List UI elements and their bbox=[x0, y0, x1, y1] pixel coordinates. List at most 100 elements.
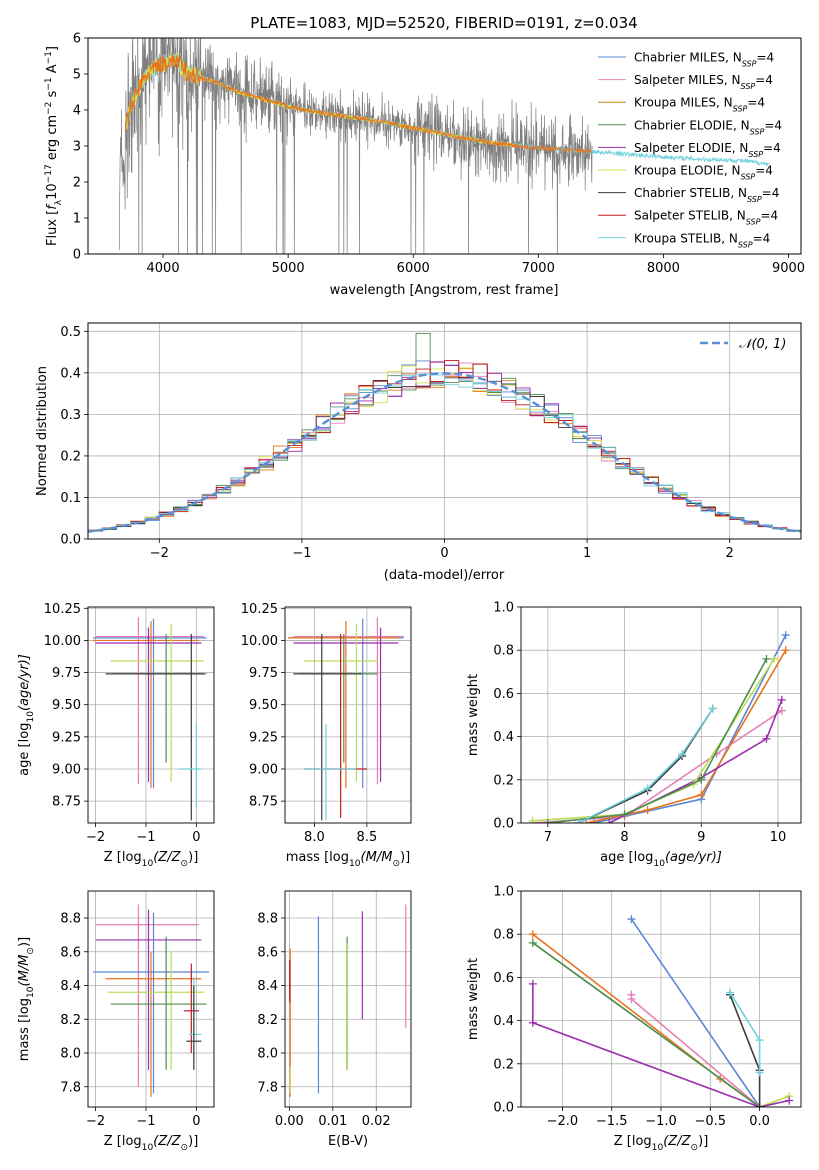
y-tick-label: 7.8 bbox=[60, 1080, 81, 1095]
p-mwZ-xlabel: Z [log10(Z/Z⊙)] bbox=[614, 1134, 709, 1153]
series-marker bbox=[697, 790, 706, 799]
legend-label-suffix: =4 bbox=[760, 209, 778, 223]
y-tick-label: 0.2 bbox=[493, 1057, 514, 1072]
x-tick-label: −2 bbox=[86, 1114, 105, 1129]
p-massZ-xlabel-part: Z [log bbox=[104, 1134, 142, 1149]
y-tick-label: 1 bbox=[73, 212, 81, 227]
legend-label-name: Chabrier ELODIE, N bbox=[634, 118, 750, 132]
legend-label-suffix: =4 bbox=[755, 73, 773, 87]
legend-label-name: Salpeter STELIB, N bbox=[634, 209, 746, 223]
y-tick-label: 10.25 bbox=[44, 602, 81, 617]
y-tick-label: 8.2 bbox=[257, 1013, 278, 1028]
series-line bbox=[608, 699, 783, 823]
legend-label-suffix: =4 bbox=[755, 164, 773, 178]
p-mwZ-xlabel-part: (Z/Z bbox=[663, 1134, 691, 1149]
y-tick-label: 0.5 bbox=[60, 325, 81, 340]
p-ageZ-xlabel: Z [log10(Z/Z⊙)] bbox=[104, 850, 199, 869]
mass-vs-Z-panel: −2 −1 07.88.08.28.48.68.8Z [log10(Z/Z⊙)]ma… bbox=[17, 890, 215, 1153]
p-ageZ-xlabel-part: )] bbox=[188, 850, 198, 865]
y-tick-label: 1.0 bbox=[493, 601, 514, 616]
axes-frame bbox=[520, 606, 802, 824]
legend-label-suffix: =4 bbox=[762, 186, 780, 200]
p-ageM-xlabel-part: mass [log bbox=[286, 850, 349, 865]
axes-frame bbox=[87, 606, 215, 824]
plot-area bbox=[93, 904, 209, 1097]
y-tick-label: 10.25 bbox=[241, 602, 278, 617]
x-tick-label: 0.0 bbox=[749, 1114, 770, 1129]
p-massZ-xlabel-part: 10 bbox=[142, 1143, 154, 1153]
p-mwAge-xlabel-part: 10 bbox=[653, 859, 665, 869]
p-ageZ-ylabel: age [log10(age/yr)] bbox=[17, 654, 36, 776]
p-mwZ-ylabel: mass weight bbox=[466, 958, 481, 1040]
legend-label-sub: SSP bbox=[747, 195, 762, 204]
age-vs-mass-panel: 8.0 8.5 8.75 9.00 9.25 9.50 9.75 10.00 10.25 mass… bbox=[241, 602, 412, 869]
y-tick-label: 8.8 bbox=[257, 912, 278, 927]
p-ageM-xlabel-part: 10 bbox=[349, 859, 361, 869]
y-tick-label: 0.8 bbox=[493, 644, 514, 659]
legend-label: Salpeter STELIB, NSSP=4 bbox=[634, 209, 778, 227]
x-tick-label: −1 bbox=[136, 1114, 155, 1129]
p-massZ-ylabel-part: )] bbox=[17, 937, 32, 947]
y-tick-label: 8.2 bbox=[60, 1013, 81, 1028]
x-tick-label: −1.5 bbox=[596, 1114, 628, 1129]
x-tick-label: 0.00 bbox=[275, 1114, 304, 1129]
y-tick-label: 0.3 bbox=[60, 408, 81, 423]
x-tick-label: −2 bbox=[150, 546, 169, 561]
y-tick-label: 9.00 bbox=[249, 763, 278, 778]
plot-area bbox=[88, 332, 801, 534]
spectrum-xlabel: wavelength [Angstrom, rest frame] bbox=[330, 283, 559, 298]
p-mwAge-xlabel-part: (age/yr)] bbox=[665, 850, 722, 865]
y-tick-label: 10.00 bbox=[44, 634, 81, 649]
p-mwZ-xlabel-part: )] bbox=[698, 1134, 708, 1149]
series-marker bbox=[678, 749, 687, 758]
y-tick-label: 0.0 bbox=[493, 817, 514, 832]
legend-label-name: Kroupa MILES, N bbox=[634, 96, 733, 110]
legend-label-suffix: =4 bbox=[747, 96, 765, 110]
series-marker bbox=[574, 819, 583, 823]
y-tick-label: 0.4 bbox=[493, 730, 514, 745]
legend-label: Salpeter MILES, NSSP=4 bbox=[634, 73, 773, 91]
x-tick-label: −1 bbox=[136, 830, 155, 845]
p-ageZ-ylabel-part: (age/yr)] bbox=[17, 654, 32, 711]
legend-label-sub: SSP bbox=[746, 217, 761, 226]
legend-label: Chabrier STELIB, NSSP=4 bbox=[634, 186, 779, 204]
model-fit-line bbox=[125, 52, 592, 154]
p-massZ-xlabel-part: )] bbox=[188, 1134, 198, 1149]
y-tick-label: 0.6 bbox=[493, 687, 514, 702]
legend-label: Kroupa MILES, NSSP=4 bbox=[634, 96, 765, 114]
axes-frame bbox=[284, 890, 412, 1108]
legend-label-sub: SSP bbox=[738, 240, 753, 249]
series-marker bbox=[726, 988, 735, 997]
plot-area bbox=[528, 915, 794, 1107]
x-tick-label: 9 bbox=[697, 830, 705, 845]
y-tick-label: 0.4 bbox=[60, 366, 81, 381]
x-tick-label: 10 bbox=[770, 830, 787, 845]
series-marker bbox=[543, 819, 552, 823]
legend-label: Chabrier ELODIE, NSSP=4 bbox=[634, 118, 782, 136]
normal-curve bbox=[88, 372, 801, 533]
series-marker bbox=[781, 646, 790, 655]
y-tick-label: 9.50 bbox=[249, 698, 278, 713]
spectrum-ylabel-part: s bbox=[45, 90, 60, 101]
mass-weight-vs-Z-panel: −2.0 −1.5 −1.0 −0.5 0.0 0.0 0.2 0.4 0.6 0.8 1.0 Z [… bbox=[466, 885, 802, 1153]
series-marker bbox=[620, 810, 629, 819]
p-mwAge-xlabel: age [log10(age/yr)] bbox=[600, 850, 722, 869]
series-marker bbox=[755, 1103, 764, 1107]
plot-area bbox=[288, 617, 404, 821]
legend-label: Salpeter ELODIE, NSSP=4 bbox=[634, 141, 781, 159]
y-tick-label: 0 bbox=[73, 248, 81, 263]
p-ageM-xlabel-part: )] bbox=[400, 850, 410, 865]
x-tick-label: 8.0 bbox=[304, 830, 325, 845]
residuals-ylabel: Normed distribution bbox=[35, 366, 50, 496]
p-ageZ-ylabel-part: 10 bbox=[26, 711, 36, 723]
y-tick-label: 0.8 bbox=[493, 928, 514, 943]
p-mwZ-xlabel-part: Z [log bbox=[614, 1134, 652, 1149]
legend-label-sub: SSP bbox=[741, 172, 756, 181]
p-massZ-ylabel-part: (M/M bbox=[17, 955, 32, 987]
spectrum-ylabel-part: erg cm bbox=[45, 115, 60, 164]
y-tick-label: 8.0 bbox=[60, 1047, 81, 1062]
series-marker bbox=[627, 915, 636, 924]
x-tick-label: −1 bbox=[292, 546, 311, 561]
